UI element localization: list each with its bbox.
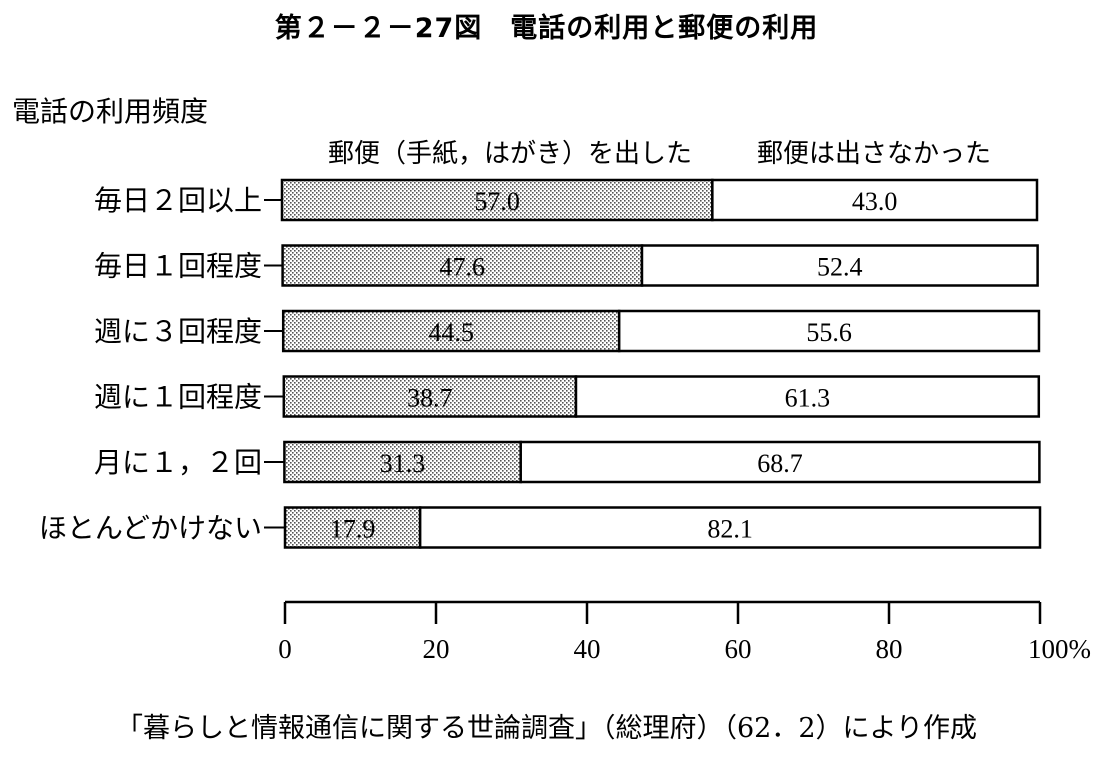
category-label: 週に３回程度 bbox=[94, 315, 262, 348]
bar-value-label: 44.5 bbox=[428, 318, 474, 347]
bar-value-label: 17.9 bbox=[330, 515, 376, 544]
category-label: 毎日２回以上 bbox=[94, 184, 262, 217]
x-axis-tick-label: 0 bbox=[278, 634, 292, 664]
bar-no-mail bbox=[711, 178, 1039, 222]
bar-value-label: 47.6 bbox=[440, 253, 486, 282]
category-label: ほとんどかけない bbox=[39, 512, 262, 545]
legend-sent-mail: 郵便（手紙，はがき）を出した bbox=[328, 139, 693, 169]
x-axis-tick-label: 100% bbox=[1028, 634, 1091, 664]
bar-no-mail bbox=[640, 244, 1039, 287]
x-axis-tick-label: 20 bbox=[423, 634, 450, 664]
bar-value-label: 55.6 bbox=[806, 318, 852, 347]
bar-no-mail bbox=[617, 309, 1041, 353]
bar-sent-mail bbox=[282, 375, 578, 418]
bar-value-label: 31.3 bbox=[380, 449, 426, 478]
bar-sent-mail bbox=[283, 440, 522, 484]
bar-sent-mail bbox=[281, 309, 621, 353]
bar-no-mail bbox=[418, 506, 1042, 549]
category-label: 週に１回程度 bbox=[94, 381, 262, 414]
bar-value-label: 52.4 bbox=[817, 253, 863, 282]
x-axis-tick-label: 40 bbox=[574, 634, 601, 664]
source-note: 「暮らしと情報通信に関する世論調査」（総理府）（62．2）により作成 bbox=[116, 713, 977, 744]
y-axis-label: 電話の利用頻度 bbox=[12, 95, 209, 128]
bar-no-mail bbox=[574, 375, 1041, 418]
bar-value-label: 61.3 bbox=[785, 384, 831, 413]
bar-value-label: 43.0 bbox=[852, 187, 898, 216]
category-label: 月に１，２回 bbox=[94, 446, 262, 479]
legend-no-mail: 郵便は出さなかった bbox=[757, 139, 992, 169]
bar-value-label: 68.7 bbox=[757, 449, 803, 478]
chart-title: 第２－２－27図 電話の利用と郵便の利用 bbox=[274, 13, 819, 44]
category-label: 毎日１回程度 bbox=[94, 250, 262, 283]
bar-no-mail bbox=[519, 440, 1041, 484]
x-axis-tick-label: 80 bbox=[876, 634, 903, 664]
bar-value-label: 57.0 bbox=[474, 187, 520, 216]
x-axis-tick-label: 60 bbox=[725, 634, 752, 664]
bar-value-label: 82.1 bbox=[707, 515, 753, 544]
bar-value-label: 38.7 bbox=[407, 384, 453, 413]
